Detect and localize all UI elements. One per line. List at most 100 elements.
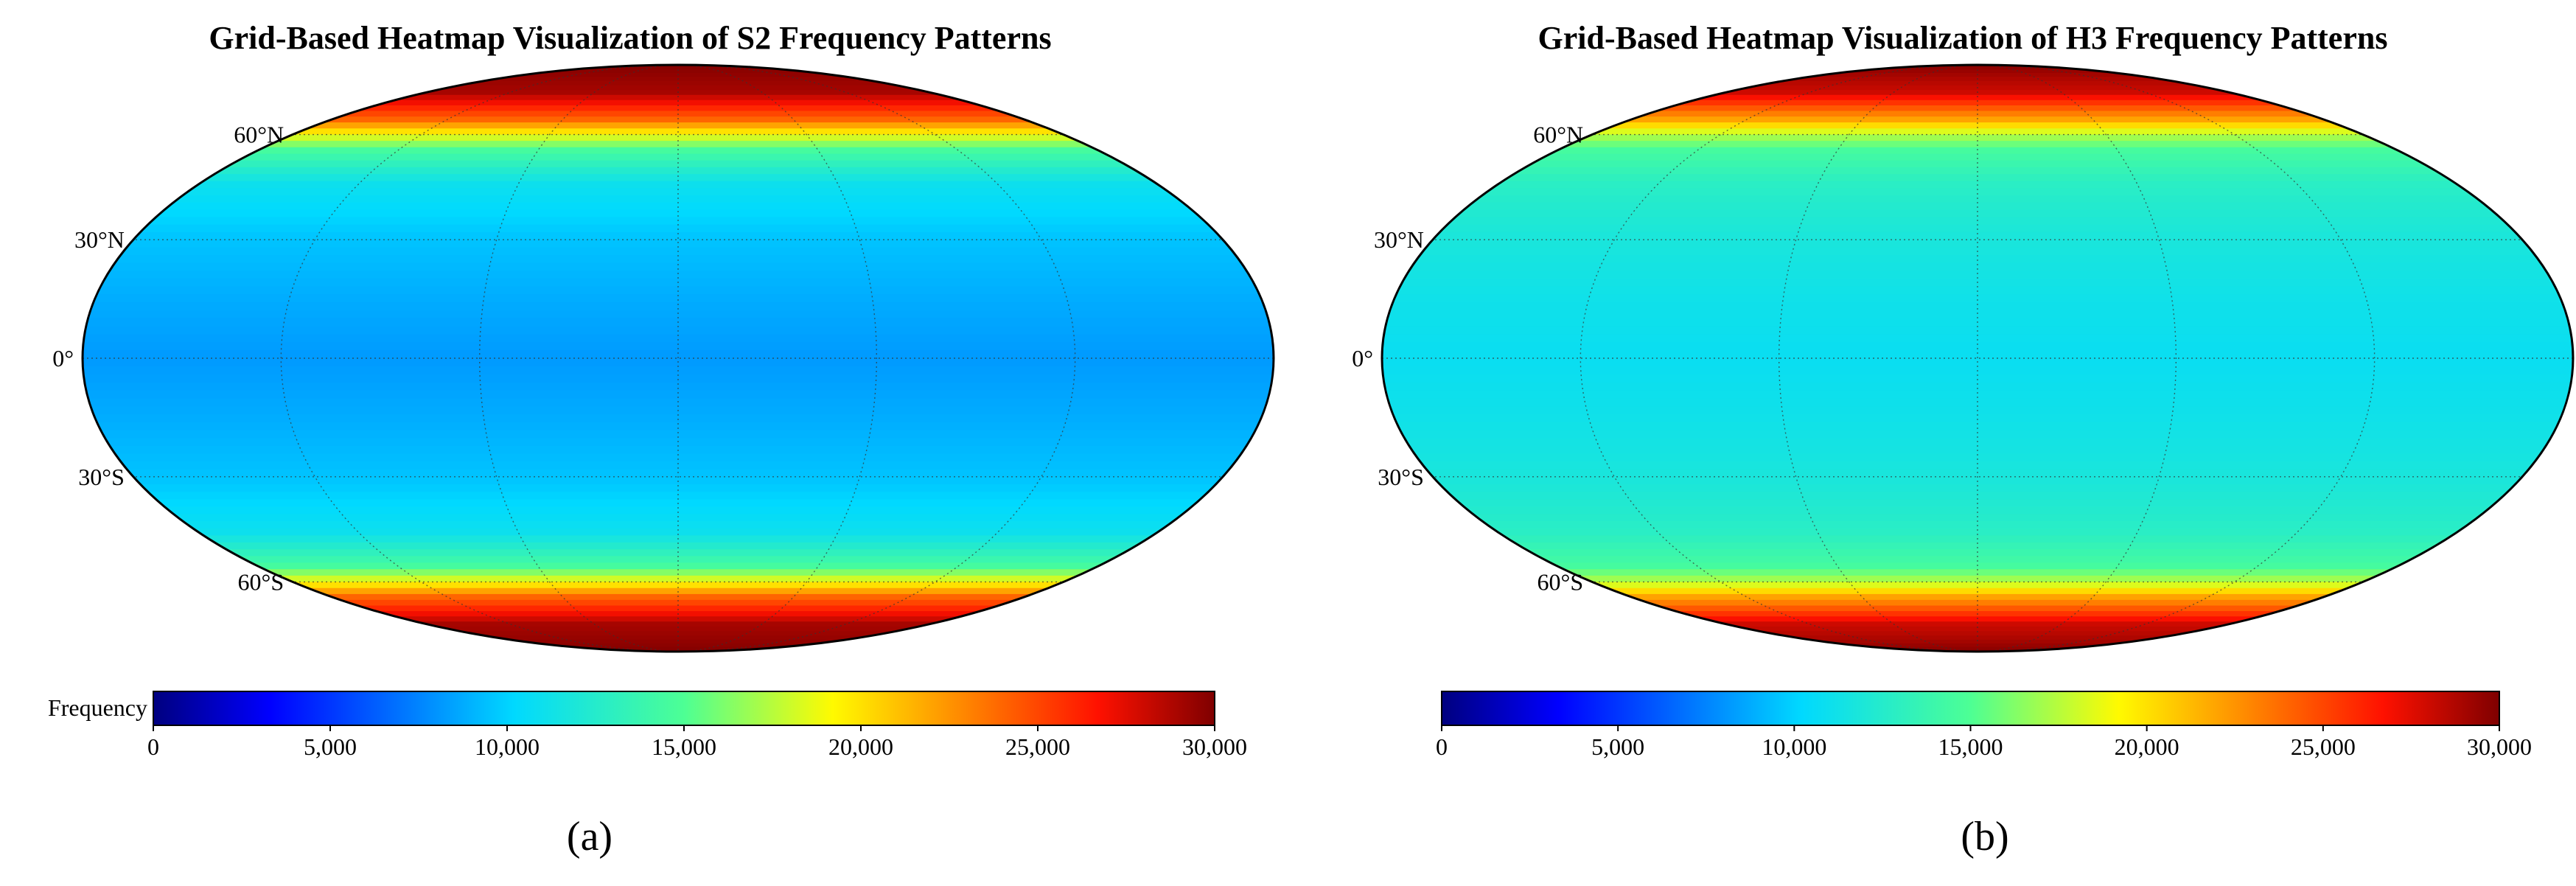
heatmap-cell bbox=[1382, 582, 2573, 589]
heatmap-cell bbox=[1382, 334, 2573, 343]
heatmap-cell bbox=[83, 350, 1274, 359]
panel-b-label: (b) bbox=[1961, 814, 2008, 859]
heatmap-cell bbox=[83, 631, 1274, 637]
heatmap-cell bbox=[1382, 255, 2573, 264]
heatmap-cell bbox=[1382, 94, 2573, 101]
meridian-line bbox=[1977, 65, 2376, 652]
colorbar-tick-label: 25,000 bbox=[2291, 733, 2356, 760]
heatmap-cell bbox=[83, 310, 1274, 319]
heatmap-cell bbox=[83, 616, 1274, 623]
heatmap-cell bbox=[1382, 217, 2573, 226]
heatmap-cell bbox=[83, 506, 1274, 515]
heatmap-cell bbox=[83, 100, 1274, 106]
heatmap-cell bbox=[83, 605, 1274, 612]
latitude-label: 30°S bbox=[1378, 464, 1424, 490]
heatmap-cell bbox=[83, 430, 1274, 439]
heatmap-cell bbox=[1382, 100, 2573, 106]
heatmap-cell bbox=[1382, 621, 2573, 627]
latitude-label: 60°N bbox=[234, 122, 284, 148]
heatmap-cell bbox=[1382, 301, 2573, 311]
panel-b-title: Grid-Based Heatmap Visualization of H3 F… bbox=[1538, 20, 2388, 56]
heatmap-cell bbox=[1382, 453, 2573, 462]
heatmap-cell bbox=[1382, 122, 2573, 130]
heatmap-cell bbox=[83, 167, 1274, 175]
panel-b-latitude-labels: 60°N 30°N 0° 30°S 60°S bbox=[1352, 122, 1583, 596]
panel-b-graticule bbox=[1382, 65, 2573, 652]
heatmap-cell bbox=[83, 626, 1274, 632]
heatmap-cell bbox=[83, 94, 1274, 101]
heatmap-cell bbox=[1382, 350, 2573, 359]
heatmap-cell bbox=[83, 231, 1274, 241]
heatmap-cell bbox=[83, 422, 1274, 431]
heatmap-cell bbox=[83, 639, 1274, 644]
heatmap-cell bbox=[83, 217, 1274, 226]
panel-a-map bbox=[81, 63, 1275, 653]
heatmap-cell bbox=[83, 195, 1274, 203]
panel-a-latitude-labels: 60°N 30°N 0° 30°S 60°S bbox=[52, 122, 284, 596]
heatmap-cell bbox=[83, 294, 1274, 303]
heatmap-cell bbox=[83, 549, 1274, 557]
heatmap-cell bbox=[83, 582, 1274, 589]
heatmap-cell bbox=[1382, 430, 2573, 439]
heatmap-cell bbox=[83, 105, 1274, 112]
colorbar-tick-label: 5,000 bbox=[304, 733, 357, 760]
heatmap-cell bbox=[1382, 569, 2573, 576]
latitude-label: 60°N bbox=[1533, 122, 1583, 148]
heatmap-cell bbox=[1382, 174, 2573, 182]
heatmap-cell bbox=[83, 621, 1274, 627]
heatmap-cell bbox=[1382, 141, 2573, 148]
heatmap-cell bbox=[1382, 646, 2573, 651]
panel-a-title: Grid-Based Heatmap Visualization of S2 F… bbox=[209, 20, 1051, 56]
heatmap-cell bbox=[83, 593, 1274, 601]
colorbar-tick-label: 0 bbox=[1436, 733, 1448, 760]
panel-a-map-outline bbox=[81, 63, 1275, 653]
meridian-line bbox=[1977, 65, 2177, 652]
heatmap-cell bbox=[83, 453, 1274, 462]
colorbar-tick-label: 0 bbox=[147, 733, 159, 760]
heatmap-cell bbox=[1382, 153, 2573, 161]
heatmap-cell bbox=[1382, 631, 2573, 637]
heatmap-cell bbox=[83, 374, 1274, 383]
heatmap-cell bbox=[1382, 635, 2573, 641]
latitude-label: 60°S bbox=[1537, 568, 1584, 595]
heatmap-cell bbox=[83, 398, 1274, 408]
heatmap-cell bbox=[1382, 461, 2573, 470]
heatmap-cell bbox=[83, 414, 1274, 423]
colorbar-tick-label: 25,000 bbox=[1005, 733, 1070, 760]
heatmap-cell bbox=[1382, 528, 2573, 537]
heatmap-cell bbox=[83, 271, 1274, 279]
heatmap-cell bbox=[83, 342, 1274, 351]
panel-b-colorbar: 0 5,000 10,000 15,000 20,000 25,000 30,000 bbox=[1436, 691, 2532, 760]
heatmap-cell bbox=[83, 492, 1274, 500]
heatmap-cell bbox=[1382, 492, 2573, 500]
heatmap-cell bbox=[83, 514, 1274, 522]
panel-a-label: (a) bbox=[567, 814, 612, 859]
heatmap-cell bbox=[1382, 542, 2573, 550]
meridian-line bbox=[478, 65, 679, 652]
panel-b-map bbox=[1381, 63, 2575, 653]
heatmap-cell bbox=[83, 141, 1274, 148]
heatmap-cell bbox=[83, 174, 1274, 182]
latitude-label: 0° bbox=[1352, 345, 1373, 372]
heatmap-cell bbox=[83, 301, 1274, 311]
heatmap-cell bbox=[1382, 195, 2573, 203]
colorbar-tick-label: 30,000 bbox=[1182, 733, 1247, 760]
heatmap-cell bbox=[1382, 271, 2573, 279]
panel-a-graticule bbox=[83, 65, 1274, 652]
heatmap-cell bbox=[83, 635, 1274, 641]
colorbar-tick-label: 10,000 bbox=[1762, 733, 1826, 760]
heatmap-cell bbox=[1382, 616, 2573, 623]
heatmap-cell bbox=[1382, 626, 2573, 632]
heatmap-cell bbox=[1382, 147, 2573, 155]
heatmap-cell bbox=[1382, 556, 2573, 564]
heatmap-cell bbox=[1382, 422, 2573, 431]
panel-a-colorbar-label: Frequency bbox=[48, 694, 147, 721]
heatmap-cell bbox=[83, 528, 1274, 537]
heatmap-cell bbox=[1382, 105, 2573, 112]
heatmap-cell bbox=[83, 334, 1274, 343]
heatmap-cell bbox=[1382, 639, 2573, 644]
latitude-label: 30°N bbox=[1374, 226, 1424, 253]
heatmap-cell bbox=[1382, 209, 2573, 218]
